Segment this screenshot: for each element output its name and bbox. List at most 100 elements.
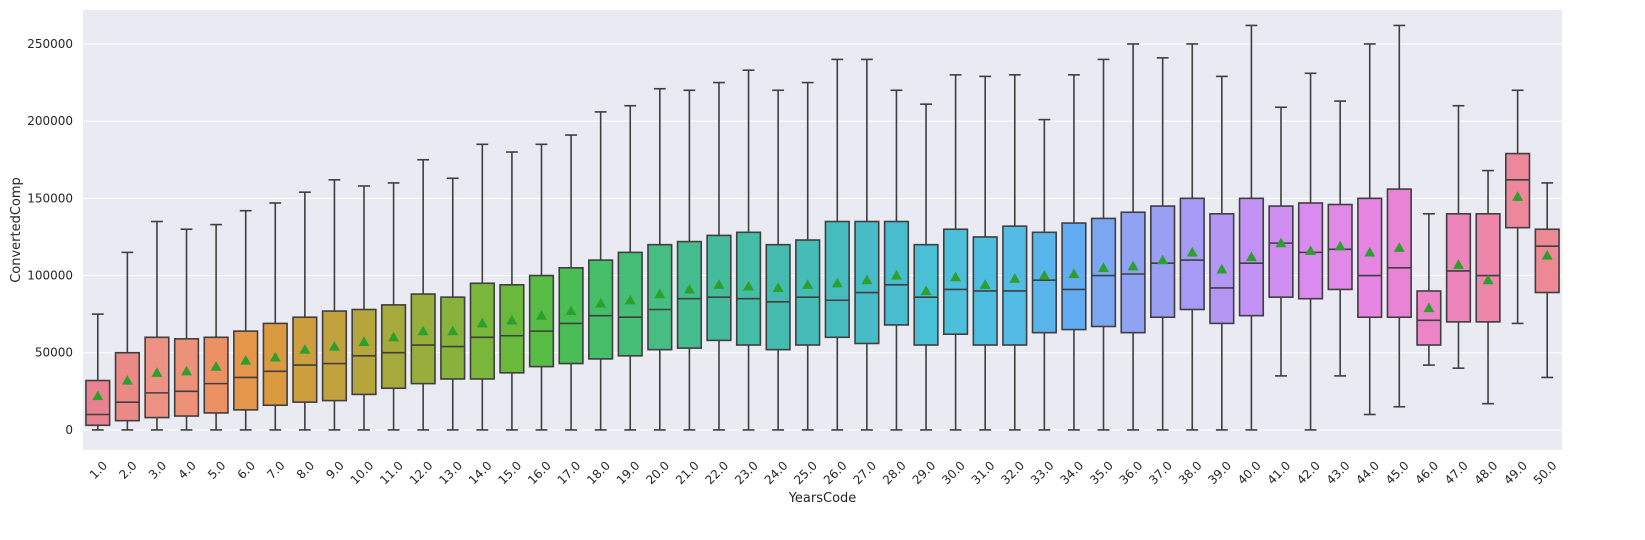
box-body bbox=[144, 336, 170, 419]
x-tick-label: 39.0 bbox=[1205, 458, 1234, 487]
box-body bbox=[203, 336, 229, 414]
mean-marker bbox=[1038, 270, 1050, 280]
box-body bbox=[233, 330, 259, 411]
y-tick-label: 200000 bbox=[27, 114, 73, 128]
x-tick-label: 43.0 bbox=[1324, 458, 1353, 487]
mean-marker bbox=[890, 270, 902, 280]
box-11.0 bbox=[380, 182, 407, 431]
x-tick-label: 10.0 bbox=[348, 458, 377, 487]
box-31.0 bbox=[972, 75, 998, 431]
box-body bbox=[321, 310, 348, 402]
mean-marker bbox=[565, 305, 577, 316]
box-body bbox=[1357, 197, 1383, 319]
x-tick-label: 8.0 bbox=[294, 458, 317, 481]
mean-marker bbox=[1541, 249, 1553, 260]
box-13.0 bbox=[440, 177, 466, 431]
box-3.0 bbox=[144, 220, 170, 431]
mean-marker bbox=[447, 325, 459, 336]
box-body bbox=[351, 308, 377, 396]
box-41.0 bbox=[1268, 106, 1294, 377]
x-tick-label: 48.0 bbox=[1472, 458, 1501, 487]
mean-marker bbox=[595, 297, 607, 308]
box-14.0 bbox=[469, 143, 495, 431]
mean-marker bbox=[1423, 302, 1435, 313]
box-30.0 bbox=[942, 74, 969, 431]
x-tick-label: 38.0 bbox=[1176, 458, 1205, 487]
x-tick-label: 50.0 bbox=[1531, 458, 1560, 487]
box-1.0 bbox=[85, 313, 111, 431]
x-tick-label: 31.0 bbox=[969, 458, 998, 487]
box-23.0 bbox=[735, 69, 762, 431]
box-50.0 bbox=[1534, 182, 1560, 379]
box-7.0 bbox=[262, 202, 288, 431]
x-tick-label: 25.0 bbox=[791, 458, 820, 487]
mean-marker bbox=[979, 279, 991, 289]
y-tick-label: 250000 bbox=[27, 37, 73, 51]
x-tick-label: 5.0 bbox=[205, 458, 228, 481]
mean-marker bbox=[1305, 245, 1317, 255]
mean-marker bbox=[358, 336, 370, 347]
x-tick-label: 29.0 bbox=[910, 458, 939, 487]
box-body bbox=[1031, 231, 1057, 334]
box-body bbox=[942, 228, 969, 336]
box-body bbox=[410, 293, 436, 385]
box-body bbox=[588, 259, 614, 360]
mean-marker bbox=[1157, 254, 1169, 265]
box-40.0 bbox=[1238, 24, 1265, 431]
x-tick-label: 11.0 bbox=[377, 458, 406, 487]
x-tick-label: 44.0 bbox=[1353, 458, 1382, 487]
box-4.0 bbox=[173, 228, 200, 431]
mean-marker bbox=[121, 375, 133, 385]
box-24.0 bbox=[765, 89, 791, 431]
mean-marker bbox=[535, 310, 547, 320]
box-body bbox=[1416, 290, 1442, 346]
x-tick-label: 27.0 bbox=[850, 458, 879, 487]
box-body bbox=[1534, 228, 1560, 294]
box-body bbox=[765, 243, 791, 351]
y-tick-label: 150000 bbox=[27, 191, 73, 205]
mean-marker bbox=[151, 367, 163, 377]
mean-marker bbox=[772, 282, 784, 293]
box-body bbox=[380, 304, 407, 390]
mean-marker bbox=[950, 271, 962, 282]
x-tick-label: 3.0 bbox=[146, 458, 169, 481]
x-tick-label: 32.0 bbox=[998, 458, 1027, 487]
mean-marker bbox=[743, 280, 755, 291]
mean-marker bbox=[506, 314, 518, 325]
box-29.0 bbox=[913, 103, 939, 431]
box-6.0 bbox=[233, 209, 259, 431]
box-47.0 bbox=[1445, 104, 1472, 369]
x-tick-label: 35.0 bbox=[1087, 458, 1116, 487]
x-tick-label: 33.0 bbox=[1028, 458, 1057, 487]
box-20.0 bbox=[647, 87, 673, 431]
box-body bbox=[1386, 188, 1412, 319]
box-46.0 bbox=[1416, 212, 1442, 366]
x-tick-label: 6.0 bbox=[235, 458, 258, 481]
box-21.0 bbox=[676, 89, 703, 431]
mean-marker bbox=[328, 341, 340, 351]
box-body bbox=[85, 379, 111, 427]
x-tick-label: 4.0 bbox=[175, 458, 198, 481]
box-32.0 bbox=[1002, 74, 1028, 431]
box-43.0 bbox=[1327, 100, 1353, 377]
mean-marker bbox=[92, 390, 104, 401]
box-body bbox=[292, 316, 318, 403]
mean-marker bbox=[1364, 246, 1376, 257]
mean-marker bbox=[861, 274, 873, 285]
box-body bbox=[1090, 217, 1117, 328]
x-tick-label: 13.0 bbox=[436, 458, 465, 487]
x-tick-label: 23.0 bbox=[732, 458, 761, 487]
boxes bbox=[85, 24, 1560, 431]
x-tick-label: 36.0 bbox=[1117, 458, 1146, 487]
x-tick-label: 16.0 bbox=[525, 458, 554, 487]
x-tick-label: 40.0 bbox=[1235, 458, 1264, 487]
x-tick-label: 12.0 bbox=[407, 458, 436, 487]
x-tick-label: 49.0 bbox=[1501, 458, 1530, 487]
mean-marker bbox=[417, 325, 429, 336]
box-19.0 bbox=[617, 104, 643, 431]
x-tick-label: 21.0 bbox=[673, 458, 702, 487]
mean-marker bbox=[1452, 259, 1464, 269]
y-tick-label: 100000 bbox=[27, 269, 73, 283]
